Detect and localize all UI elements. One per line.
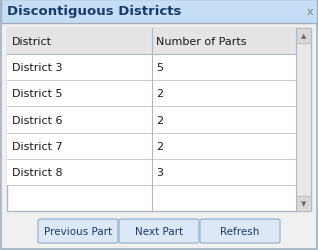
FancyBboxPatch shape	[7, 133, 296, 159]
Text: District: District	[12, 37, 52, 47]
Text: District 3: District 3	[12, 63, 63, 73]
FancyBboxPatch shape	[296, 196, 311, 211]
FancyBboxPatch shape	[7, 29, 296, 55]
FancyBboxPatch shape	[7, 55, 296, 81]
FancyBboxPatch shape	[296, 29, 311, 44]
FancyBboxPatch shape	[7, 107, 296, 133]
Text: District 5: District 5	[12, 89, 63, 99]
FancyBboxPatch shape	[7, 81, 296, 107]
Text: 5: 5	[156, 63, 163, 73]
Text: 2: 2	[156, 115, 164, 125]
Text: Discontiguous Districts: Discontiguous Districts	[7, 6, 181, 18]
FancyBboxPatch shape	[7, 159, 296, 185]
Text: ▲: ▲	[301, 33, 306, 39]
Text: District 8: District 8	[12, 167, 63, 177]
Text: Number of Parts: Number of Parts	[156, 37, 247, 47]
Text: x: x	[307, 7, 313, 17]
Text: District 6: District 6	[12, 115, 63, 125]
FancyBboxPatch shape	[7, 29, 311, 211]
Text: Next Part: Next Part	[135, 226, 183, 236]
Text: Refresh: Refresh	[220, 226, 260, 236]
Text: 2: 2	[156, 89, 164, 99]
FancyBboxPatch shape	[200, 219, 280, 243]
FancyBboxPatch shape	[1, 0, 317, 24]
Text: ▼: ▼	[301, 201, 306, 207]
Text: Previous Part: Previous Part	[44, 226, 112, 236]
Text: District 7: District 7	[12, 141, 63, 151]
Text: 2: 2	[156, 141, 164, 151]
FancyBboxPatch shape	[119, 219, 199, 243]
FancyBboxPatch shape	[296, 29, 311, 211]
FancyBboxPatch shape	[38, 219, 118, 243]
Text: 3: 3	[156, 167, 163, 177]
